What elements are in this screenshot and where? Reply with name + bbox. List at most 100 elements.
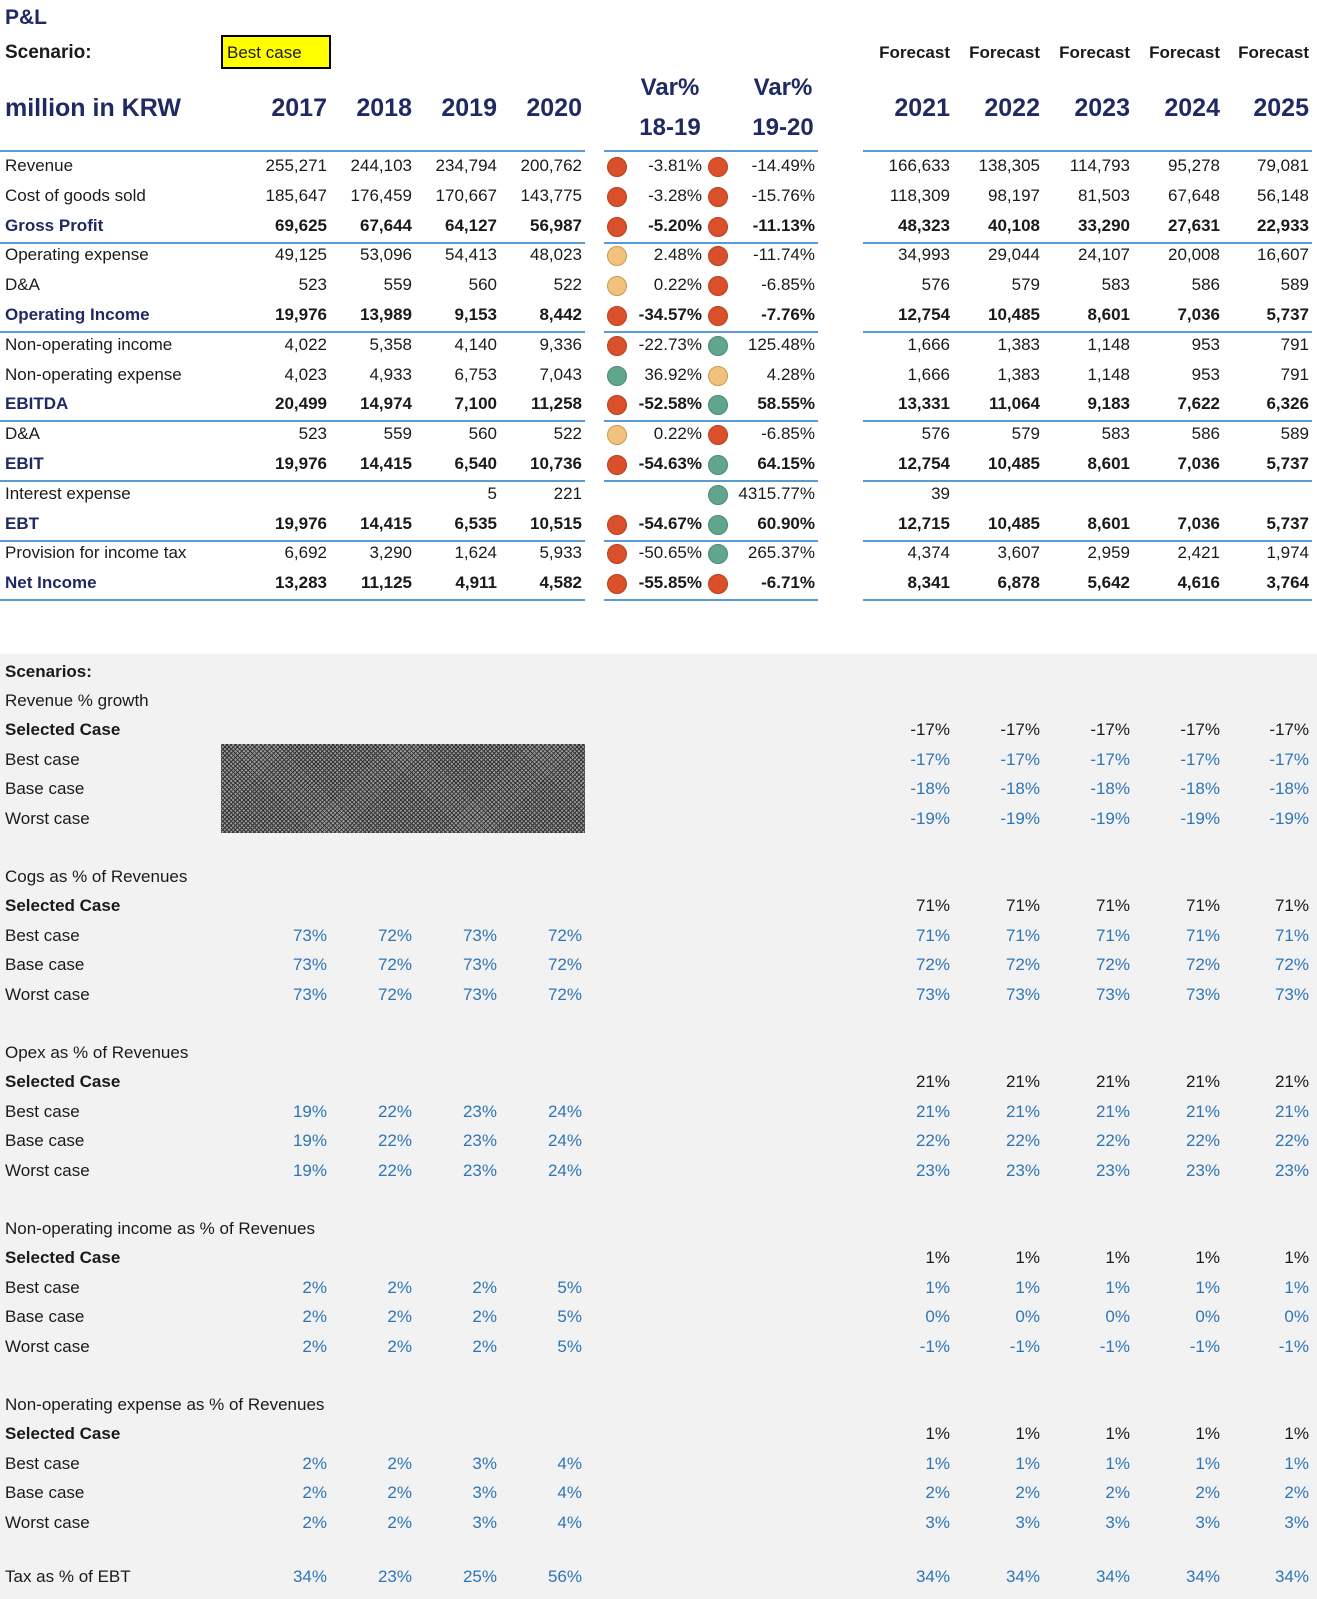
tax-hist-cell: 23% — [377, 1567, 412, 1586]
pl-hist-cell: 522 — [553, 424, 582, 443]
scenario-fc-cell: 1% — [1015, 1278, 1040, 1297]
year-header-2024: 2024 — [1164, 94, 1220, 122]
row-underline — [0, 540, 585, 542]
pl-row-label: D&A — [5, 275, 40, 294]
scenario-hist-cell: 2% — [472, 1278, 497, 1297]
scenario-fc-cell: 71% — [1005, 926, 1040, 945]
pl-fc-cell: 40,108 — [988, 216, 1040, 235]
scenario-fc-cell: -17% — [1269, 750, 1309, 769]
pl-var2-cell: -14.49% — [751, 156, 815, 175]
scenario-fc-cell: 21% — [1095, 1102, 1130, 1121]
scenario-fc-cell: 23% — [1274, 1161, 1309, 1180]
row-underline — [0, 242, 585, 244]
scenario-fc-cell: 21% — [915, 1102, 950, 1121]
pl-var2-cell: 4.28% — [766, 365, 815, 384]
pl-hist-cell: 48,023 — [530, 245, 582, 264]
scenario-selector[interactable]: Best case — [221, 35, 331, 69]
pl-fc-cell: 34,993 — [898, 245, 950, 264]
scenario-fc-cell: 0% — [925, 1307, 950, 1326]
tax-fc-cell: 34% — [1185, 1567, 1220, 1586]
scenario-row-label: Best case — [5, 750, 80, 769]
var-header-title: Var% — [753, 74, 813, 101]
pl-hist-cell: 53,096 — [360, 245, 412, 264]
scenario-hist-cell: 2% — [302, 1483, 327, 1502]
scenario-fc-cell: -18% — [910, 779, 950, 798]
scenario-hist-cell: 2% — [472, 1307, 497, 1326]
scenario-fc-cell: 0% — [1195, 1307, 1220, 1326]
scenario-fc-cell: -17% — [1090, 720, 1130, 739]
pl-fc-cell: 2,421 — [1177, 543, 1220, 562]
status-dot-icon — [708, 187, 728, 207]
status-dot-icon — [708, 157, 728, 177]
scenario-hist-cell: 19% — [292, 1161, 327, 1180]
pl-fc-cell: 67,648 — [1168, 186, 1220, 205]
pl-fc-cell: 5,737 — [1266, 305, 1309, 324]
pl-var2-cell: -11.13% — [752, 216, 815, 235]
pl-hist-cell: 176,459 — [350, 186, 412, 205]
scenario-fc-cell: 71% — [1274, 896, 1309, 915]
pl-hist-cell: 5,358 — [369, 335, 412, 354]
scenario-fc-cell: 21% — [1005, 1072, 1040, 1091]
pl-fc-cell: 8,601 — [1087, 514, 1130, 533]
scenario-hist-cell: 3% — [472, 1513, 497, 1532]
pl-row-label: D&A — [5, 424, 40, 443]
pl-fc-cell: 576 — [921, 424, 950, 443]
scenario-fc-cell: -19% — [910, 809, 950, 828]
scenario-hist-cell: 72% — [547, 955, 582, 974]
pl-fc-cell: 10,485 — [988, 514, 1040, 533]
tax-row-label: Tax as % of EBT — [5, 1567, 131, 1586]
pl-hist-cell: 13,283 — [275, 573, 327, 592]
scenario-fc-cell: 73% — [1274, 985, 1309, 1004]
row-underline — [604, 599, 818, 601]
row-underline — [0, 480, 585, 482]
scenario-fc-cell: -1% — [1099, 1337, 1130, 1356]
pl-hist-cell: 14,415 — [360, 454, 412, 473]
scenario-fc-cell: 73% — [1185, 985, 1220, 1004]
forecast-label: Forecast — [1149, 43, 1220, 62]
scenario-hist-cell: 2% — [387, 1483, 412, 1502]
scenario-fc-cell: 1% — [1284, 1454, 1309, 1473]
var-header-period: 19-20 — [752, 114, 814, 141]
scenario-hist-cell: 5% — [557, 1337, 582, 1356]
pl-hist-cell: 4,911 — [455, 573, 497, 592]
scenario-fc-cell: 1% — [925, 1424, 950, 1443]
scenario-fc-cell: 22% — [915, 1131, 950, 1150]
scenario-fc-cell: 1% — [1105, 1424, 1130, 1443]
scenario-fc-cell: 3% — [925, 1513, 950, 1532]
scenario-row-label: Worst case — [5, 1161, 90, 1180]
pl-hist-cell: 4,140 — [454, 335, 497, 354]
pl-hist-cell: 19,976 — [275, 454, 327, 473]
scenario-hist-cell: 72% — [547, 985, 582, 1004]
status-dot-icon — [708, 485, 728, 505]
pl-fc-cell: 118,309 — [889, 186, 950, 205]
pl-fc-cell: 6,878 — [997, 573, 1040, 592]
pl-fc-cell: 33,290 — [1078, 216, 1130, 235]
pl-fc-cell: 586 — [1191, 424, 1220, 443]
pl-fc-cell: 56,148 — [1257, 186, 1309, 205]
pl-fc-cell: 95,278 — [1168, 156, 1220, 175]
scenario-hist-cell: 2% — [302, 1278, 327, 1297]
scenario-fc-cell: 71% — [1095, 896, 1130, 915]
pl-var1-cell: 36.92% — [644, 365, 702, 384]
hatched-block — [221, 744, 585, 833]
scenario-row-label: Selected Case — [5, 720, 121, 739]
scenario-fc-cell: 23% — [1095, 1161, 1130, 1180]
scenario-fc-cell: 71% — [1274, 926, 1309, 945]
pl-fc-cell: 27,631 — [1168, 216, 1220, 235]
scenario-row-label: Best case — [5, 1102, 80, 1121]
pl-hist-cell: 64,127 — [445, 216, 497, 235]
scenario-fc-cell: 23% — [1185, 1161, 1220, 1180]
scenario-fc-cell: 1% — [1015, 1424, 1040, 1443]
var-header-period: 18-19 — [639, 114, 701, 141]
scenario-fc-cell: -17% — [1180, 750, 1220, 769]
scenario-fc-cell: 73% — [1095, 985, 1130, 1004]
pl-fc-cell: 12,754 — [898, 305, 950, 324]
pl-hist-cell: 5 — [487, 484, 497, 503]
scenario-hist-cell: 2% — [387, 1454, 412, 1473]
pl-hist-cell: 49,125 — [275, 245, 327, 264]
pl-fc-cell: 81,503 — [1078, 186, 1130, 205]
year-header-2018: 2018 — [356, 94, 412, 122]
scenario-fc-cell: -19% — [1000, 809, 1040, 828]
pl-var2-cell: -6.85% — [761, 275, 815, 294]
scenario-fc-cell: -18% — [1180, 779, 1220, 798]
